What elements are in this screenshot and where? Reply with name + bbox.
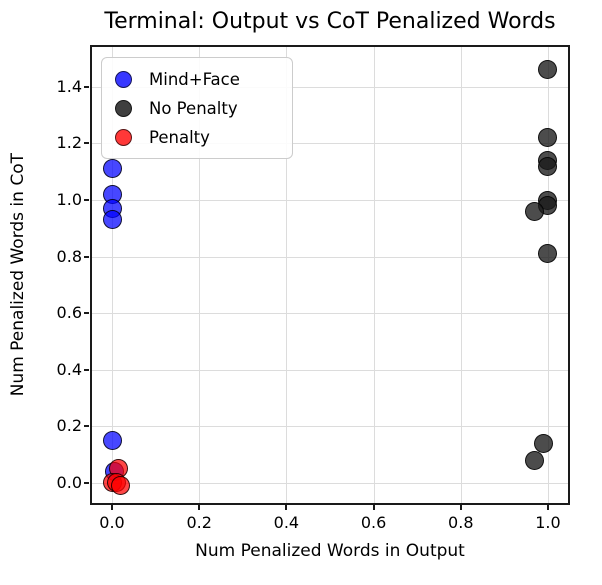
legend-label: Penalty xyxy=(149,128,210,147)
x-tick-label: 1.0 xyxy=(535,513,561,532)
gridline-vertical xyxy=(112,47,114,503)
gridline-horizontal xyxy=(92,200,568,202)
data-point-no-penalty xyxy=(538,60,558,80)
chart-title: Terminal: Output vs CoT Penalized Words xyxy=(104,9,556,34)
y-tick-mark xyxy=(84,481,89,484)
y-tick-label: 1.2 xyxy=(56,133,82,153)
y-tick-mark xyxy=(84,85,89,88)
x-tick-mark xyxy=(459,505,462,510)
legend-item-no-penalty: No Penalty xyxy=(115,94,292,123)
gridline-vertical xyxy=(373,47,375,503)
legend-marker-red-icon xyxy=(115,129,132,146)
legend-marker-blue-icon xyxy=(115,71,132,88)
legend: Mind+Face No Penalty Penalty xyxy=(101,57,293,159)
legend-label: No Penalty xyxy=(149,99,238,118)
x-tick-mark xyxy=(111,505,114,510)
data-point-no-penalty xyxy=(538,244,558,264)
gridline-horizontal xyxy=(92,482,568,484)
y-tick-label: 1.0 xyxy=(56,190,82,210)
gridline-horizontal xyxy=(92,426,568,428)
gridline-vertical xyxy=(460,47,462,503)
y-tick-label: 0.8 xyxy=(56,246,82,266)
data-point-no-penalty xyxy=(525,450,545,470)
x-tick-label: 0.2 xyxy=(186,513,212,532)
data-point-mind-face xyxy=(102,159,122,179)
data-point-no-penalty xyxy=(525,201,545,221)
y-tick-label: 0.0 xyxy=(56,472,82,492)
y-tick-mark xyxy=(84,425,89,428)
data-point-penalty xyxy=(111,476,131,496)
data-point-no-penalty xyxy=(538,156,558,176)
y-tick-mark xyxy=(84,255,89,258)
x-tick-label: 0.4 xyxy=(273,513,300,532)
y-tick-label: 0.2 xyxy=(56,416,82,436)
gridline-horizontal xyxy=(92,256,568,258)
gridline-horizontal xyxy=(92,313,568,315)
legend-label: Mind+Face xyxy=(149,70,240,89)
x-tick-mark xyxy=(546,505,549,510)
x-tick-label: 0.8 xyxy=(448,513,474,532)
y-tick-mark xyxy=(84,199,89,202)
y-axis-label-container: Num Penalized Words in CoT xyxy=(6,45,30,505)
y-tick-label: 0.6 xyxy=(56,303,82,323)
x-tick-mark xyxy=(285,505,288,510)
x-tick-label: 0.0 xyxy=(99,513,125,532)
y-tick-label: 1.4 xyxy=(56,76,82,96)
y-tick-mark xyxy=(84,312,89,315)
x-tick-mark xyxy=(198,505,201,510)
data-point-no-penalty xyxy=(538,128,558,148)
legend-marker-dark-icon xyxy=(115,100,132,117)
y-tick-mark xyxy=(84,368,89,371)
x-axis-label: Num Penalized Words in Output xyxy=(195,541,465,561)
gridline-vertical xyxy=(547,47,549,503)
data-point-mind-face xyxy=(102,210,122,230)
x-tick-label: 0.6 xyxy=(360,513,387,532)
y-axis-label: Num Penalized Words in CoT xyxy=(8,153,28,397)
gridline-vertical xyxy=(199,47,201,503)
gridline-vertical xyxy=(286,47,288,503)
y-tick-mark xyxy=(84,142,89,145)
legend-item-mind-face: Mind+Face xyxy=(115,65,292,94)
data-point-no-penalty xyxy=(534,433,554,453)
x-tick-mark xyxy=(372,505,375,510)
data-point-mind-face xyxy=(102,430,122,450)
gridline-horizontal xyxy=(92,86,568,88)
y-tick-label: 0.4 xyxy=(56,359,82,379)
gridline-horizontal xyxy=(92,369,568,371)
legend-item-penalty: Penalty xyxy=(115,123,292,152)
gridline-horizontal xyxy=(92,143,568,145)
